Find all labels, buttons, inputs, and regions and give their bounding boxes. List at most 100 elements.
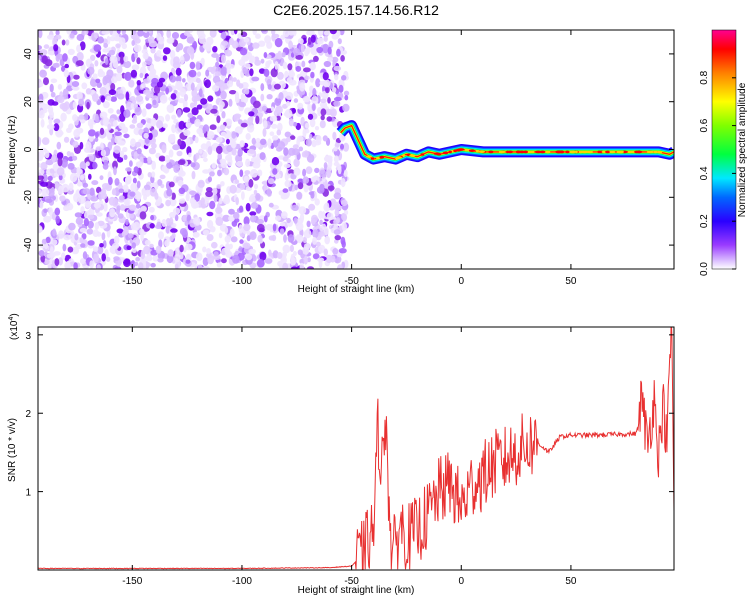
noise-speckle — [289, 244, 294, 252]
trace-speckle — [468, 149, 476, 152]
noise-speckle — [173, 56, 180, 66]
noise-speckle — [142, 157, 149, 164]
snr-panel: -150 -100 -50 0 50 1 2 3 Height of straight li… — [7, 313, 675, 596]
noise-speckle — [75, 127, 84, 134]
noise-speckle — [69, 172, 78, 183]
noise-speckle — [227, 157, 233, 167]
noise-speckle — [97, 220, 105, 226]
noise-speckle — [244, 180, 249, 187]
noise-speckle — [80, 206, 85, 215]
noise-speckle — [114, 178, 120, 186]
x-tick-label: -50 — [344, 576, 359, 587]
noise-speckle — [326, 116, 333, 122]
noise-speckle — [327, 46, 332, 55]
noise-speckle — [272, 223, 277, 232]
noise-speckle — [130, 182, 138, 192]
noise-speckle — [62, 243, 67, 252]
noise-speckle — [230, 140, 237, 149]
noise-speckle — [220, 90, 227, 100]
noise-speckle — [157, 257, 164, 263]
trace-speckle — [539, 150, 546, 154]
noise-speckle — [191, 170, 196, 180]
noise-speckle — [190, 82, 195, 91]
noise-speckle — [197, 179, 205, 188]
noise-speckle — [169, 197, 177, 207]
noise-speckle — [168, 149, 174, 158]
noise-speckle — [330, 108, 337, 117]
noise-speckle — [298, 206, 307, 215]
noise-speckle — [177, 179, 184, 187]
noise-speckle — [271, 157, 280, 166]
noise-speckle — [115, 43, 121, 48]
noise-speckle — [62, 88, 69, 98]
trace-speckle — [379, 155, 385, 159]
noise-speckle — [74, 233, 79, 241]
noise-speckle — [45, 236, 51, 244]
noise-speckle — [216, 55, 220, 63]
trace-speckle — [627, 150, 633, 154]
top-y-ticks: -40 -20 0 20 40 — [23, 48, 674, 252]
noise-speckle — [43, 44, 50, 49]
noise-speckle — [174, 214, 179, 222]
noise-speckle — [132, 221, 141, 231]
noise-speckle — [109, 30, 113, 36]
noise-speckle — [229, 90, 237, 95]
noise-speckle — [271, 234, 277, 242]
noise-speckle — [171, 114, 177, 120]
noise-speckle — [184, 220, 189, 227]
colorbar-tick-label: 0.6 — [699, 118, 710, 132]
noise-speckle — [232, 77, 237, 82]
noise-speckle — [206, 219, 214, 229]
noise-speckle — [135, 95, 144, 102]
noise-speckle — [125, 91, 130, 101]
trace-speckle — [574, 150, 578, 154]
noise-speckle — [87, 214, 95, 220]
noise-speckle — [209, 200, 216, 210]
noise-speckle — [311, 214, 318, 223]
noise-speckle — [282, 188, 289, 193]
noise-speckle — [177, 170, 186, 177]
y-tick-label: 40 — [23, 48, 34, 60]
noise-speckle — [336, 164, 342, 171]
noise-speckle — [238, 205, 244, 213]
noise-speckle — [185, 193, 190, 202]
noise-speckle — [206, 234, 214, 241]
noise-speckle — [297, 178, 304, 184]
noise-speckle — [170, 228, 178, 233]
noise-speckle — [182, 78, 186, 83]
noise-speckle — [231, 148, 237, 156]
noise-speckle — [283, 147, 289, 156]
noise-speckle — [41, 238, 47, 245]
noise-speckle — [334, 208, 340, 217]
noise-speckle — [95, 146, 102, 152]
noise-speckle — [89, 260, 94, 269]
noise-speckle — [119, 204, 126, 211]
noise-speckle — [285, 100, 291, 107]
noise-speckle — [272, 135, 279, 141]
noise-speckle — [251, 137, 256, 145]
noise-speckle — [200, 143, 208, 150]
noise-speckle — [322, 135, 328, 142]
noise-speckle — [255, 193, 261, 201]
noise-speckle — [225, 138, 230, 145]
noise-speckle — [222, 214, 231, 222]
noise-speckle — [164, 239, 170, 247]
noise-speckle — [286, 217, 291, 224]
noise-speckle — [196, 71, 202, 77]
noise-speckle — [315, 135, 322, 144]
noise-speckle — [149, 243, 154, 249]
noise-speckle — [225, 243, 231, 249]
noise-speckle — [256, 259, 265, 268]
noise-speckle — [178, 198, 186, 204]
noise-speckle — [245, 133, 251, 140]
noise-speckle — [61, 39, 66, 46]
noise-speckle — [221, 111, 226, 119]
noise-speckle — [154, 85, 161, 94]
noise-speckle — [114, 32, 120, 41]
noise-speckle — [148, 147, 156, 155]
noise-speckle — [193, 217, 201, 225]
noise-speckle — [333, 201, 340, 209]
noise-speckle — [279, 228, 285, 235]
noise-speckle — [185, 137, 191, 147]
noise-speckle — [55, 215, 60, 224]
